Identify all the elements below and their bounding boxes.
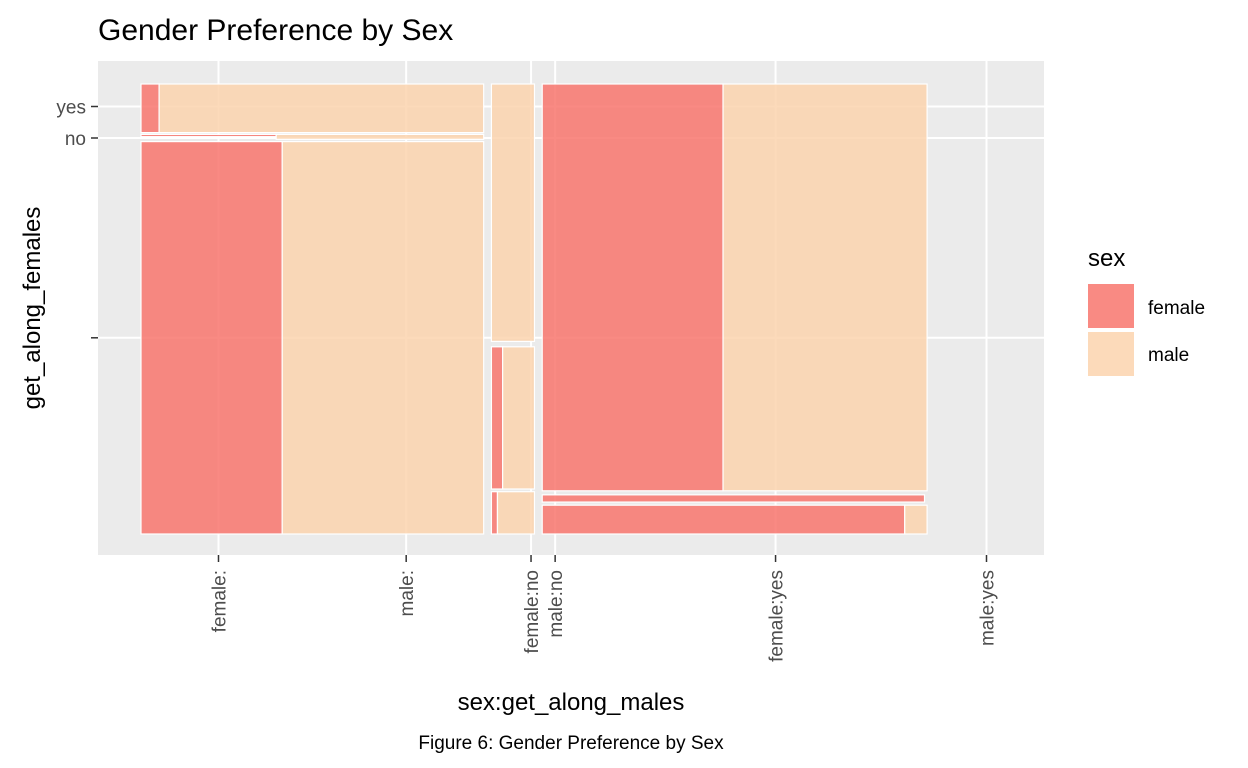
mosaic-tile-male — [722, 83, 928, 492]
mosaic-tile-female — [490, 491, 499, 535]
mosaic-tile-male — [275, 133, 485, 140]
mosaic-tile-female — [541, 494, 926, 503]
mosaic-tile-male — [490, 83, 536, 342]
mosaic-tile-female — [140, 83, 160, 134]
mosaic-tile-female — [541, 504, 906, 535]
tiles-layer — [140, 83, 928, 535]
x-tick-label: male:yes — [978, 570, 999, 646]
x-tick-label: male: — [397, 570, 418, 616]
mosaic-tile-female — [140, 133, 277, 138]
y-tick-label: no — [65, 129, 86, 150]
figure-caption: Figure 6: Gender Preference by Sex — [418, 733, 724, 754]
mosaic-tile-male — [158, 83, 485, 134]
x-tick-label: female:yes — [767, 570, 788, 662]
legend: sex female male — [1088, 245, 1205, 376]
chart-title: Gender Preference by Sex — [98, 14, 453, 47]
x-tick-label: female: — [209, 570, 230, 632]
mosaic-tile-male — [281, 141, 485, 535]
x-axis-title: sex:get_along_males — [458, 689, 685, 716]
mosaic-tile-female — [490, 346, 504, 490]
x-tick-label: female:no — [522, 570, 543, 653]
mosaic-tile-female — [541, 83, 724, 492]
legend-label-male: male — [1148, 345, 1189, 366]
legend-swatch-male — [1088, 332, 1134, 376]
legend-label-female: female — [1148, 298, 1205, 319]
mosaic-tile-male — [904, 504, 928, 535]
legend-swatch-female — [1088, 284, 1134, 328]
mosaic-tile-female — [140, 141, 283, 535]
ticks-layer: female: male: female:no male:no female:yes ma… — [56, 98, 998, 662]
y-tick-label: yes — [56, 98, 86, 119]
legend-title: sex — [1088, 245, 1125, 272]
x-tick-label: male:no — [546, 570, 567, 638]
mosaic-tile-male — [502, 346, 536, 490]
y-axis-title: get_along_females — [19, 207, 46, 410]
mosaic-tile-male — [496, 491, 536, 535]
